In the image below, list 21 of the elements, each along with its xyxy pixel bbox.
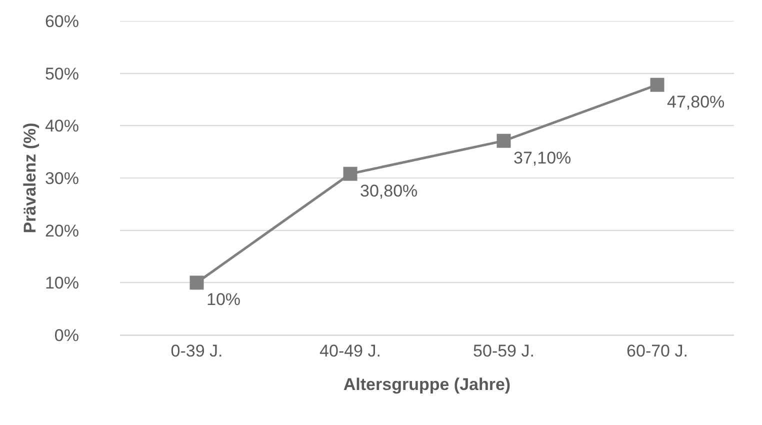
x-tick-label: 0-39 J. [170,341,223,360]
point [650,78,664,92]
point [343,166,358,181]
point [190,276,204,290]
x-tick-label: 40-49 J. [320,341,381,360]
y-tick-label: 20% [44,221,79,240]
x-tick-label: 50-59 J. [473,341,534,360]
x-tick-label: 60-70 J. [626,341,688,360]
data-label: 37,10% [514,148,572,168]
y-tick-label: 60% [44,12,79,31]
data-label: 47,80% [667,92,725,112]
y-tick-label: 40% [44,116,79,136]
y-axis-title: Prävalenz (%) [20,122,40,234]
y-tick-label: 0% [54,326,79,345]
point [496,134,511,148]
y-tick-label: 10% [44,274,79,293]
x-axis-title: Altersgruppe (Jahre) [343,374,511,394]
data-label: 30,80% [360,181,418,200]
y-tick-label: 50% [44,64,79,84]
y-tick-label: 30% [44,168,79,188]
data-label: 10% [206,290,241,310]
